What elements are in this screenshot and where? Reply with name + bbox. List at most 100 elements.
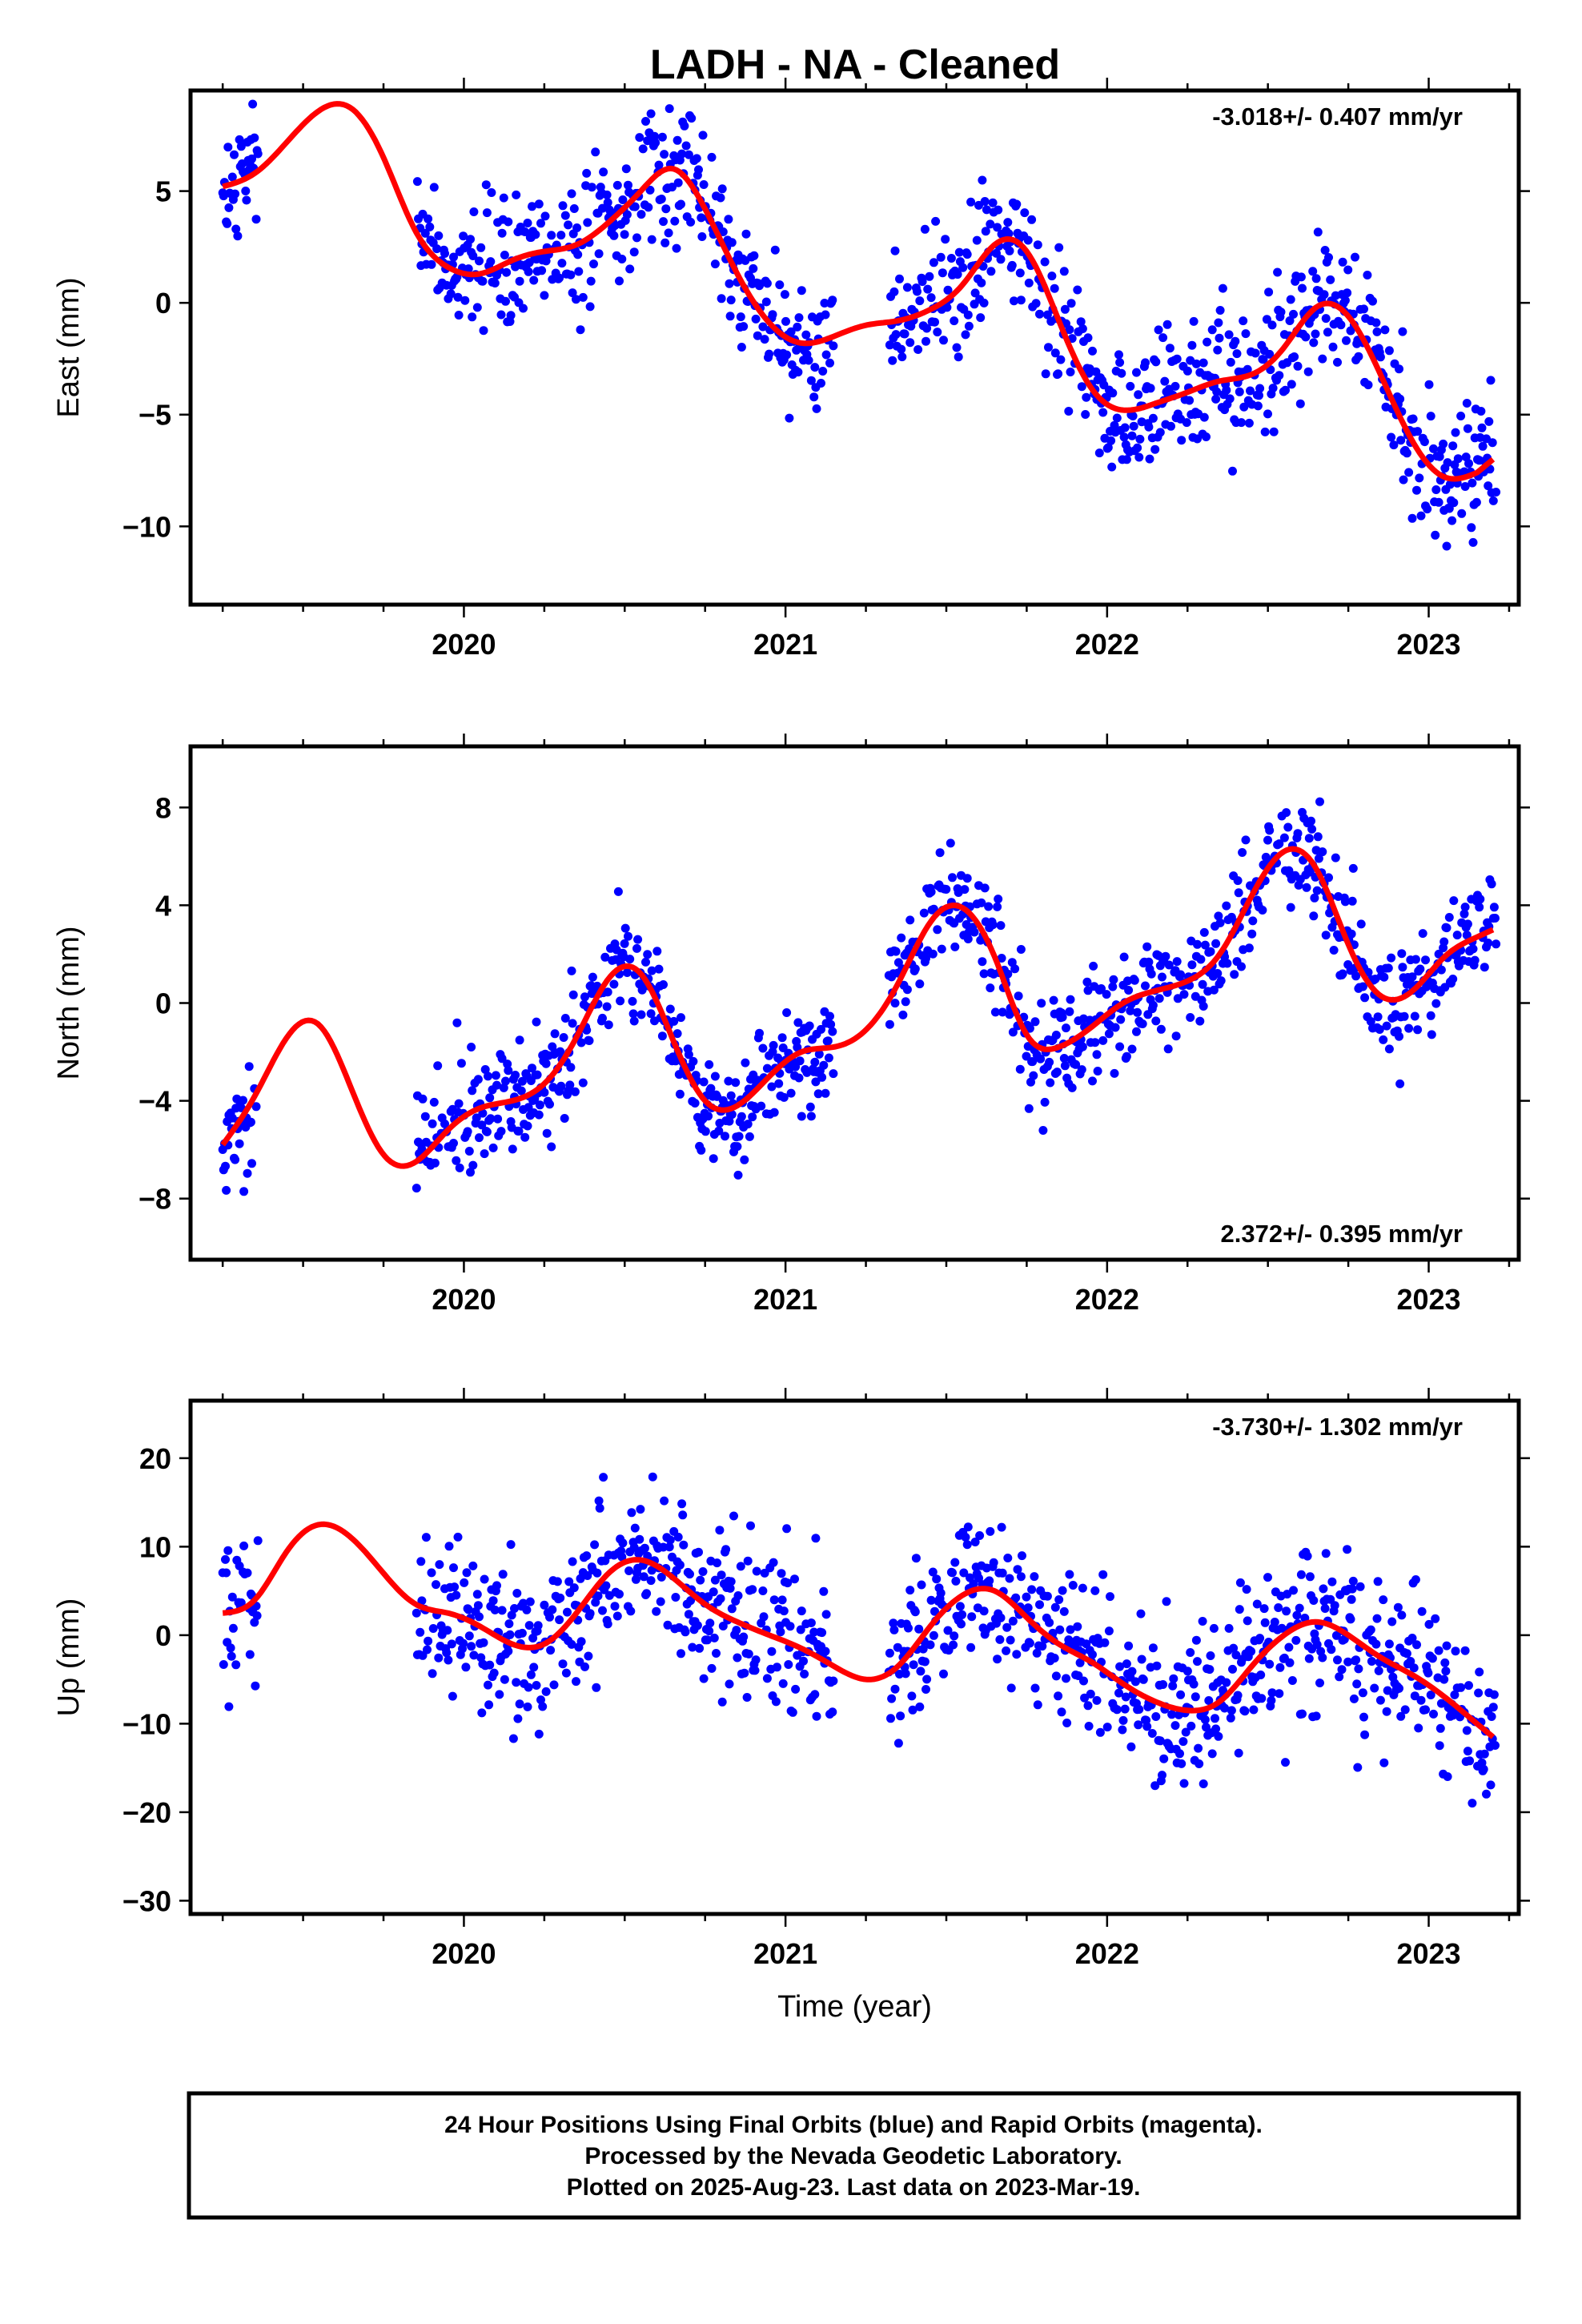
data-point bbox=[1222, 385, 1231, 395]
data-point bbox=[1144, 422, 1154, 432]
x-tick-label: 2023 bbox=[1396, 1283, 1460, 1316]
data-point bbox=[1223, 959, 1232, 968]
data-point bbox=[1154, 325, 1163, 335]
data-point bbox=[811, 1534, 821, 1543]
data-point bbox=[1304, 1654, 1314, 1663]
data-point bbox=[1220, 1703, 1230, 1713]
data-point bbox=[779, 1092, 789, 1102]
data-point bbox=[1108, 982, 1118, 991]
data-point bbox=[1176, 1690, 1186, 1699]
data-point bbox=[224, 1702, 234, 1711]
data-point bbox=[1463, 424, 1472, 433]
data-point bbox=[1326, 275, 1335, 284]
data-point bbox=[1152, 1661, 1162, 1671]
data-point bbox=[1355, 1582, 1365, 1591]
data-point bbox=[923, 284, 933, 294]
data-point bbox=[986, 1526, 995, 1536]
data-point bbox=[1025, 1023, 1034, 1033]
data-point bbox=[716, 193, 725, 203]
data-point bbox=[1258, 906, 1267, 915]
data-point bbox=[1084, 1722, 1094, 1731]
data-point bbox=[1040, 257, 1050, 267]
data-point bbox=[963, 935, 973, 943]
data-point bbox=[1199, 1002, 1208, 1011]
data-point bbox=[563, 1607, 572, 1617]
data-point bbox=[911, 1554, 921, 1563]
data-point bbox=[567, 189, 576, 199]
data-point bbox=[1416, 1695, 1426, 1705]
data-point bbox=[1012, 1650, 1022, 1659]
data-point bbox=[673, 1029, 682, 1039]
data-point bbox=[828, 1027, 837, 1036]
data-point bbox=[1348, 1576, 1358, 1586]
data-point bbox=[1400, 1705, 1410, 1715]
data-point bbox=[1356, 919, 1366, 929]
data-point bbox=[980, 883, 990, 893]
data-point bbox=[694, 165, 703, 175]
data-point bbox=[654, 160, 664, 170]
data-point bbox=[988, 920, 998, 930]
data-point bbox=[888, 356, 897, 365]
data-point bbox=[726, 296, 736, 305]
data-point bbox=[1199, 1779, 1208, 1788]
data-point bbox=[1434, 949, 1443, 959]
data-point bbox=[740, 1668, 749, 1678]
data-point bbox=[1380, 325, 1390, 335]
data-point bbox=[1158, 333, 1168, 343]
data-point bbox=[525, 1597, 535, 1606]
data-point bbox=[245, 1650, 255, 1659]
data-point bbox=[1371, 318, 1381, 328]
data-point bbox=[1089, 961, 1098, 971]
data-point bbox=[1478, 441, 1488, 451]
data-point bbox=[430, 1158, 440, 1168]
data-point bbox=[617, 1552, 627, 1562]
data-point bbox=[1195, 1759, 1204, 1768]
data-point bbox=[979, 298, 989, 308]
data-point bbox=[699, 1077, 709, 1087]
data-point bbox=[476, 243, 486, 252]
data-point bbox=[569, 204, 579, 213]
data-point bbox=[660, 150, 669, 159]
data-point bbox=[1423, 1668, 1433, 1678]
data-point bbox=[1151, 357, 1161, 367]
data-point bbox=[729, 1511, 738, 1521]
data-point bbox=[806, 376, 816, 385]
data-point bbox=[514, 1127, 524, 1136]
data-point bbox=[1311, 329, 1320, 339]
data-point bbox=[1086, 1689, 1095, 1699]
data-point bbox=[482, 1127, 492, 1136]
data-point bbox=[1194, 1743, 1203, 1753]
data-point bbox=[1269, 427, 1279, 436]
data-point bbox=[659, 1542, 668, 1552]
data-point bbox=[604, 1020, 613, 1030]
data-point bbox=[963, 1522, 973, 1532]
data-point bbox=[918, 1644, 928, 1654]
data-point bbox=[817, 1072, 827, 1082]
data-point bbox=[1047, 271, 1057, 281]
data-point bbox=[749, 251, 759, 260]
data-point bbox=[1252, 1599, 1262, 1609]
data-point bbox=[499, 1083, 508, 1092]
data-point bbox=[479, 1638, 488, 1647]
data-point bbox=[486, 1114, 496, 1124]
data-point bbox=[547, 1142, 556, 1152]
data-point bbox=[1172, 957, 1182, 967]
data-point bbox=[478, 1108, 488, 1118]
data-point bbox=[825, 1011, 834, 1021]
data-point bbox=[601, 1581, 611, 1590]
data-point bbox=[975, 1531, 985, 1540]
data-point bbox=[1135, 434, 1145, 444]
data-point bbox=[725, 1679, 734, 1689]
data-point bbox=[806, 1618, 816, 1627]
data-point bbox=[1187, 340, 1197, 350]
data-point bbox=[793, 368, 803, 377]
data-point bbox=[1393, 1602, 1403, 1612]
data-point bbox=[1346, 1614, 1355, 1624]
data-point bbox=[1168, 1681, 1178, 1691]
data-point bbox=[1110, 1023, 1120, 1032]
data-point bbox=[961, 1533, 970, 1542]
data-point bbox=[686, 1596, 696, 1606]
data-point bbox=[1211, 1714, 1219, 1723]
data-point bbox=[253, 149, 263, 159]
